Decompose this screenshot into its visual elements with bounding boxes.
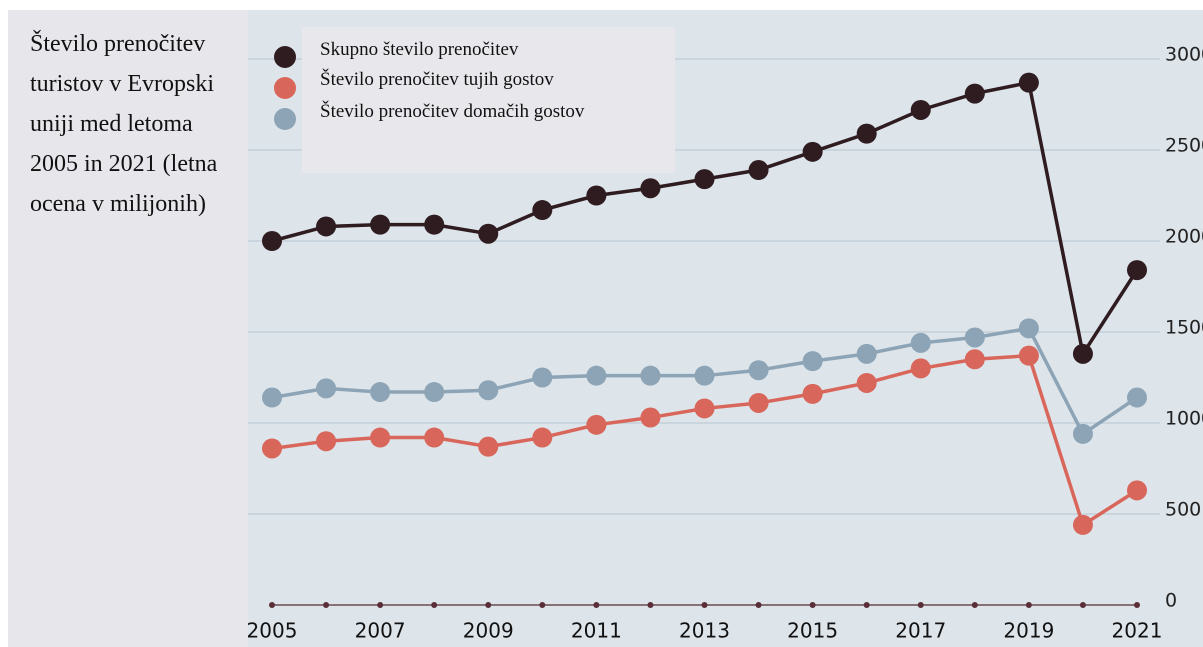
y-tick-label: 500 bbox=[1165, 499, 1201, 521]
data-point bbox=[640, 178, 661, 199]
data-point bbox=[964, 83, 985, 104]
data-point bbox=[370, 382, 391, 403]
x-tick-dot bbox=[431, 602, 438, 608]
data-point bbox=[586, 414, 607, 435]
y-tick-label: 2500 bbox=[1165, 135, 1203, 157]
x-tick-dot bbox=[755, 602, 762, 608]
x-tick-dot bbox=[1025, 602, 1032, 608]
chart-title: Število prenočitev turistov v Evropski u… bbox=[30, 31, 218, 217]
data-point bbox=[586, 365, 607, 386]
x-tick-label: 2013 bbox=[679, 619, 730, 643]
data-point bbox=[1072, 514, 1093, 535]
data-point bbox=[694, 169, 715, 190]
data-point bbox=[748, 360, 769, 381]
x-tick-dot bbox=[917, 602, 924, 608]
data-point bbox=[532, 427, 553, 448]
data-point bbox=[532, 200, 553, 221]
x-tick-dot bbox=[647, 602, 654, 608]
data-point bbox=[1072, 343, 1093, 364]
y-tick-label: 2000 bbox=[1165, 226, 1203, 248]
data-point bbox=[478, 436, 499, 457]
data-point bbox=[424, 382, 445, 403]
x-tick-dot bbox=[1134, 602, 1140, 608]
x-tick-label: 2017 bbox=[895, 619, 946, 643]
x-tick-label: 2021 bbox=[1112, 619, 1163, 643]
x-tick-dot bbox=[485, 602, 492, 608]
data-point bbox=[478, 380, 499, 401]
x-tick-label: 2015 bbox=[787, 619, 838, 643]
x-tick-label: 2005 bbox=[247, 619, 298, 643]
legend-marker bbox=[274, 108, 296, 130]
data-point bbox=[802, 351, 823, 372]
x-tick-dot bbox=[323, 602, 330, 608]
data-point bbox=[424, 214, 445, 235]
x-tick-label: 2009 bbox=[463, 619, 514, 643]
data-point bbox=[316, 378, 337, 399]
data-point bbox=[1127, 387, 1147, 408]
data-point bbox=[802, 383, 823, 404]
data-point bbox=[964, 327, 985, 348]
y-tick-label: 3000 bbox=[1165, 44, 1203, 66]
legend: Skupno število prenočitev Število prenoči… bbox=[302, 27, 675, 173]
legend-label: Skupno število prenočitev bbox=[320, 39, 519, 60]
data-point bbox=[1018, 318, 1039, 339]
data-point bbox=[370, 427, 391, 448]
data-point bbox=[532, 367, 553, 388]
x-tick-dot bbox=[863, 602, 870, 608]
x-tick-dot bbox=[593, 602, 600, 608]
data-point bbox=[262, 438, 282, 459]
data-point bbox=[748, 392, 769, 413]
x-tick-dot bbox=[1079, 602, 1086, 608]
data-point bbox=[694, 365, 715, 386]
data-point bbox=[262, 387, 282, 408]
data-point bbox=[478, 223, 499, 244]
x-tick-dot bbox=[971, 602, 978, 608]
y-tick-label: 0 bbox=[1165, 590, 1177, 612]
data-point bbox=[748, 160, 769, 181]
x-tick-dot bbox=[539, 602, 546, 608]
y-tick-label: 1000 bbox=[1165, 408, 1203, 430]
data-point bbox=[1072, 423, 1093, 444]
legend-marker bbox=[274, 46, 296, 68]
data-point bbox=[694, 398, 715, 419]
data-point bbox=[856, 372, 877, 393]
x-tick-dot bbox=[377, 602, 384, 608]
data-point bbox=[1127, 480, 1147, 501]
data-point bbox=[262, 231, 282, 251]
data-point bbox=[1018, 345, 1039, 366]
data-point bbox=[640, 365, 661, 386]
x-tick-label: 2007 bbox=[355, 619, 406, 643]
data-point bbox=[802, 141, 823, 162]
legend-label: Število prenočitev tujih gostov bbox=[320, 69, 554, 90]
x-tick-dot bbox=[269, 602, 275, 608]
data-point bbox=[586, 185, 607, 206]
data-point bbox=[1127, 260, 1147, 281]
x-tick-label: 2019 bbox=[1003, 619, 1054, 643]
legend-marker bbox=[274, 77, 296, 99]
data-point bbox=[856, 123, 877, 144]
legend-label: Število prenočitev domačih gostov bbox=[320, 101, 585, 122]
x-tick-dot bbox=[701, 602, 708, 608]
title-panel: Število prenočitev turistov v Evropski u… bbox=[8, 10, 248, 647]
data-point bbox=[910, 99, 931, 120]
data-point bbox=[316, 216, 337, 237]
data-point bbox=[316, 431, 337, 452]
data-point bbox=[856, 343, 877, 364]
y-tick-label: 1500 bbox=[1165, 317, 1203, 339]
x-tick-label: 2011 bbox=[571, 619, 622, 643]
data-point bbox=[1018, 72, 1039, 93]
data-point bbox=[910, 332, 931, 353]
data-point bbox=[910, 358, 931, 379]
x-tick-dot bbox=[809, 602, 816, 608]
data-point bbox=[424, 427, 445, 448]
data-point bbox=[964, 349, 985, 370]
data-point bbox=[640, 407, 661, 428]
data-point bbox=[370, 214, 391, 235]
